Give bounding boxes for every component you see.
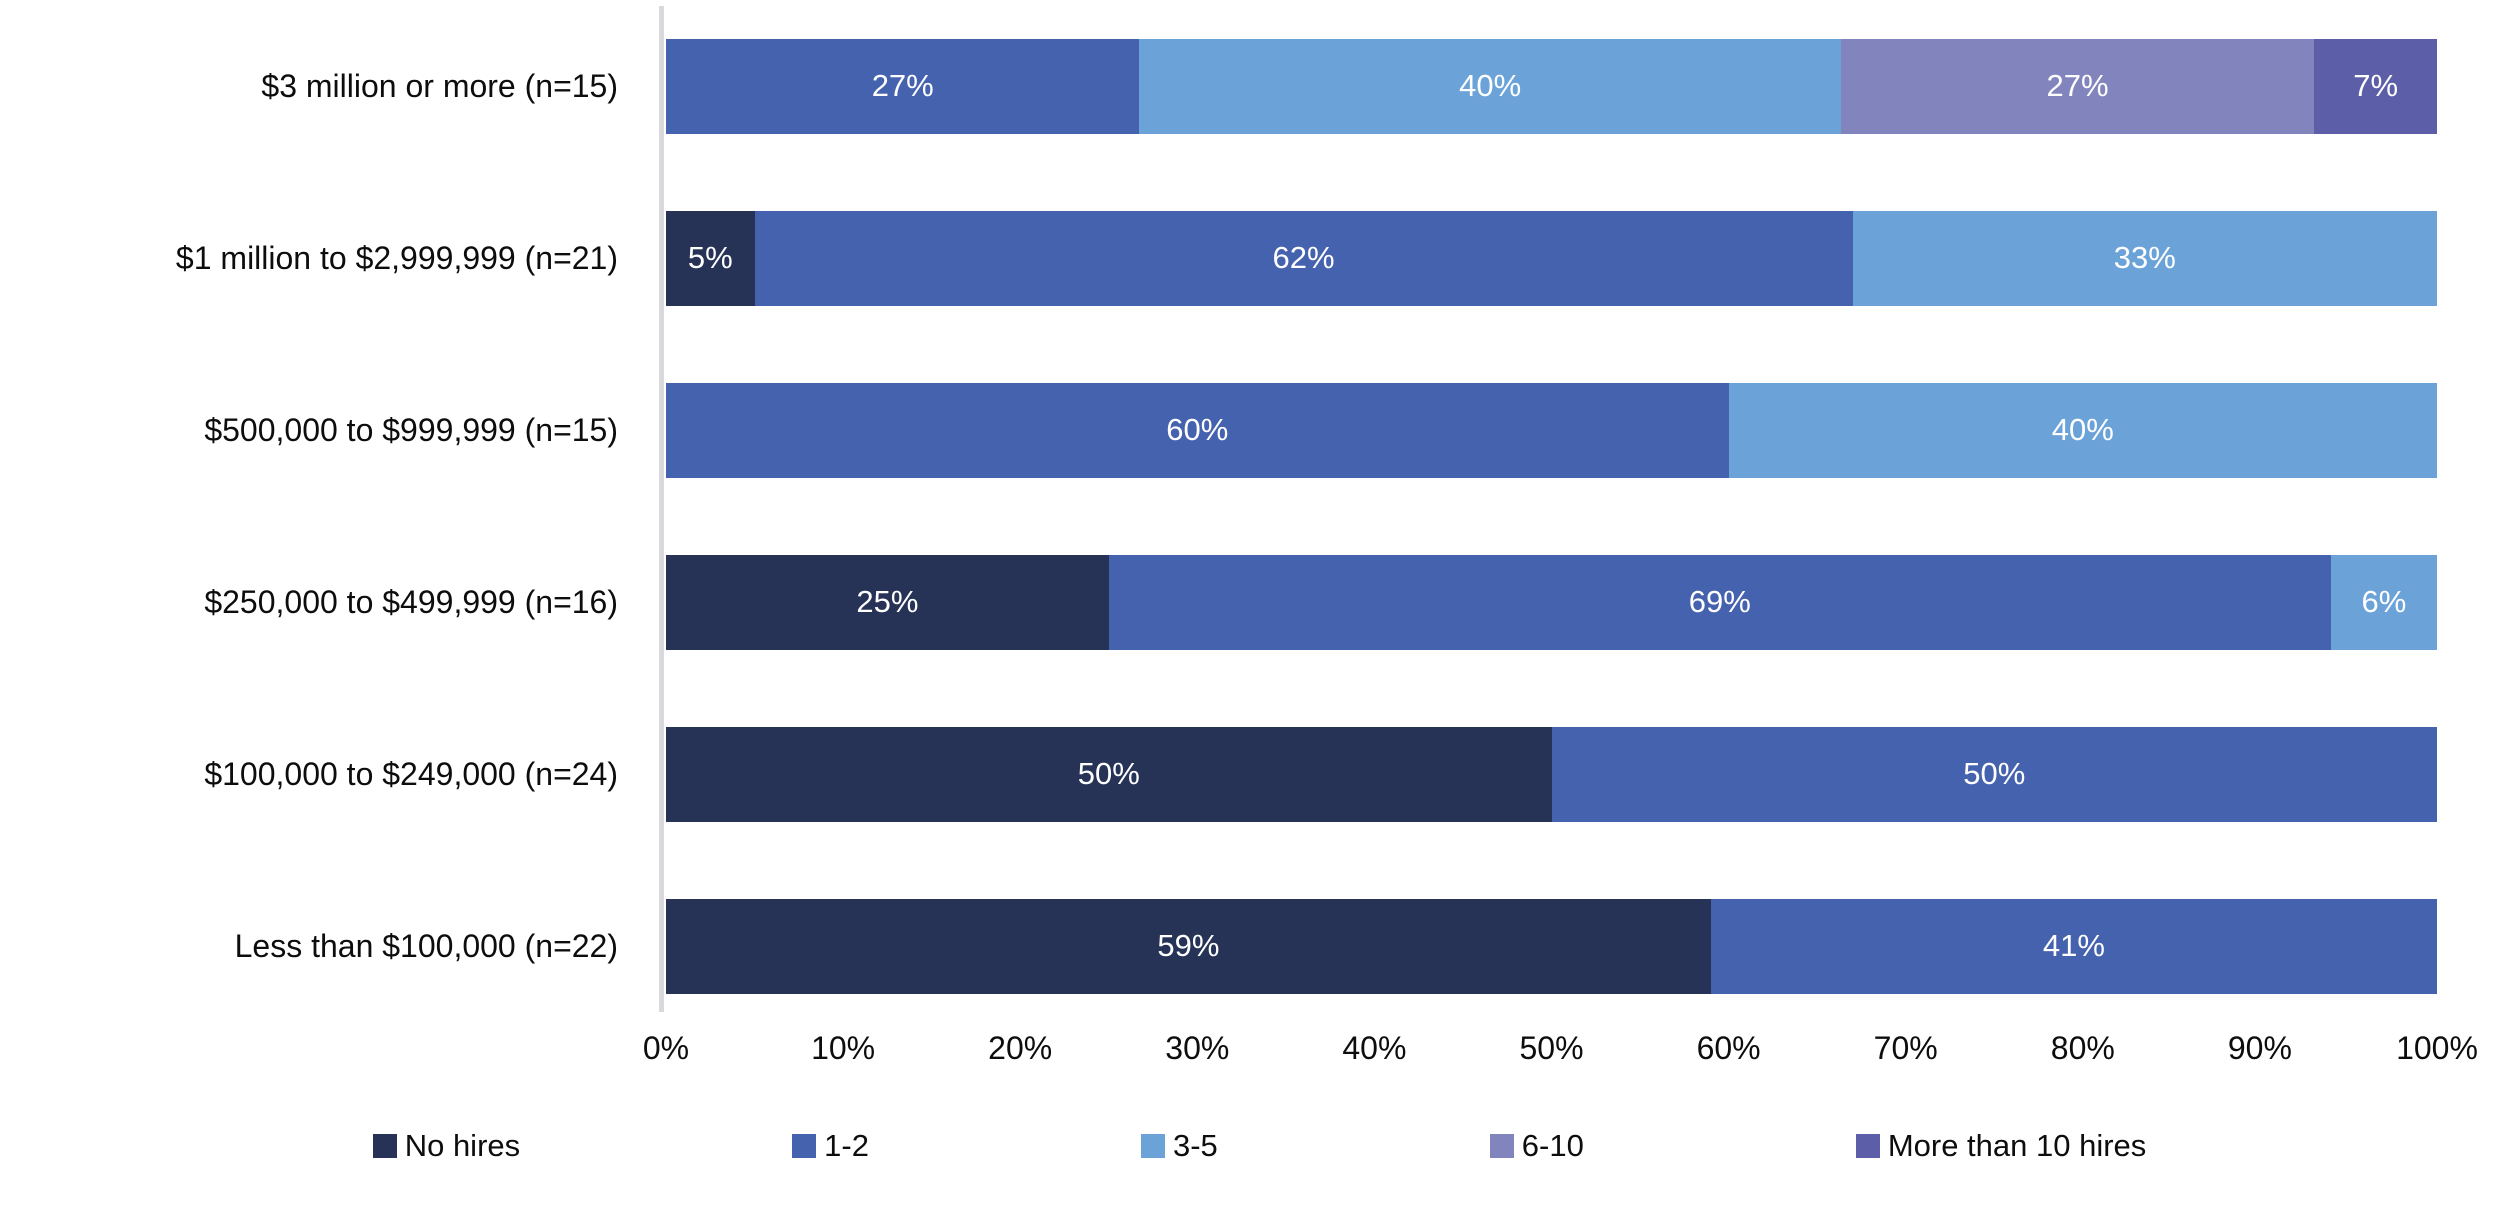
- segment-value-label: 50%: [1963, 756, 2026, 791]
- legend-swatch-icon: [372, 1134, 397, 1158]
- bar-segment-3-5: 40%: [1139, 38, 1841, 134]
- segment-value-label: 59%: [1157, 928, 1220, 963]
- category-label: Less than $100,000 (n=22): [234, 927, 618, 964]
- segment-value-label: 69%: [1688, 584, 1751, 619]
- x-axis-tick-label: 60%: [1696, 1030, 1761, 1066]
- legend-swatch-icon: [1140, 1134, 1165, 1158]
- bar-track: 50% 50%: [666, 726, 2437, 822]
- bar-segment-no-hires: 5%: [666, 210, 755, 306]
- bar-row: $500,000 to $999,999 (n=15) 60% 40%: [0, 344, 2519, 516]
- x-axis-tick-label: 30%: [1165, 1030, 1230, 1066]
- bar-segment-1-2: 50%: [1551, 726, 2437, 822]
- x-axis-tick-label: 100%: [2396, 1030, 2478, 1066]
- legend-label: No hires: [404, 1128, 521, 1163]
- x-axis-tick-label: 50%: [1519, 1030, 1584, 1066]
- legend-swatch-icon: [1855, 1134, 1880, 1158]
- segment-value-label: 7%: [2353, 68, 2399, 103]
- category-label: $500,000 to $999,999 (n=15): [204, 411, 618, 448]
- x-axis-tick-label: 90%: [2227, 1030, 2292, 1066]
- legend-label: 6-10: [1521, 1128, 1584, 1163]
- bar-segment-no-hires: 59%: [666, 898, 1711, 994]
- segment-value-label: 27%: [871, 68, 934, 103]
- segment-value-label: 5%: [687, 240, 733, 275]
- bar-row: Less than $100,000 (n=22) 59% 41%: [0, 860, 2519, 1032]
- segment-value-label: 62%: [1272, 240, 1335, 275]
- bar-row: $250,000 to $499,999 (n=16) 25% 69% 6%: [0, 516, 2519, 688]
- bar-track: 59% 41%: [666, 898, 2437, 994]
- bar-row: $3 million or more (n=15) 27% 40% 27% 7%: [0, 0, 2519, 172]
- segment-value-label: 25%: [856, 584, 919, 619]
- x-axis-tick-label: 80%: [2050, 1030, 2115, 1066]
- bar-row: $1 million to $2,999,999 (n=21) 5% 62% 33%: [0, 172, 2519, 344]
- legend-label: More than 10 hires: [1887, 1128, 2147, 1163]
- bar-segment-3-5: 40%: [1728, 382, 2437, 478]
- bar-segment-no-hires: 25%: [666, 554, 1109, 650]
- bar-segment-3-5: 6%: [2330, 554, 2437, 650]
- chart-legend: No hires 1-2 3-5 6-10 More than 10 hires: [0, 1128, 2519, 1164]
- x-axis: 0% 10% 20% 30% 40% 50% 60% 70% 80% 90% 100%: [643, 1030, 2478, 1076]
- bar-row: $100,000 to $249,000 (n=24) 50% 50%: [0, 688, 2519, 860]
- bar-segment-6-10: 27%: [1840, 38, 2315, 134]
- category-label: $100,000 to $249,000 (n=24): [204, 755, 618, 792]
- legend-item-6-10: 6-10: [1489, 1128, 1584, 1164]
- bar-segment-1-2: 62%: [754, 210, 1853, 306]
- segment-value-label: 33%: [2113, 240, 2176, 275]
- legend-label: 1-2: [824, 1128, 869, 1163]
- bar-segment-more-than-10-hires: 7%: [2314, 38, 2438, 134]
- legend-item-more-than-10-hires: More than 10 hires: [1855, 1128, 2147, 1164]
- segment-value-label: 41%: [2042, 928, 2105, 963]
- legend-label: 3-5: [1172, 1128, 1218, 1163]
- segment-value-label: 27%: [2046, 68, 2109, 103]
- bar-track: 5% 62% 33%: [666, 210, 2437, 306]
- x-axis-tick-label: 0%: [642, 1030, 690, 1066]
- x-axis-tick-label: 10%: [811, 1030, 876, 1066]
- legend-swatch-icon: [792, 1134, 817, 1158]
- legend-swatch-icon: [1489, 1134, 1514, 1158]
- segment-value-label: 60%: [1166, 412, 1229, 447]
- legend-item-1-2: 1-2: [792, 1128, 869, 1164]
- segment-value-label: 40%: [1459, 68, 1522, 103]
- x-axis-tick-label: 20%: [988, 1030, 1053, 1066]
- bar-segment-1-2: 60%: [666, 382, 1729, 478]
- segment-value-label: 6%: [2361, 584, 2407, 619]
- bar-track: 25% 69% 6%: [666, 554, 2437, 650]
- category-label: $3 million or more (n=15): [261, 67, 618, 104]
- legend-item-no-hires: No hires: [372, 1128, 521, 1164]
- segment-value-label: 40%: [2051, 412, 2114, 447]
- bar-rows: $3 million or more (n=15) 27% 40% 27% 7% $1 m…: [0, 0, 2519, 1032]
- bar-track: 60% 40%: [666, 382, 2437, 478]
- x-axis-tick-label: 70%: [1873, 1030, 1938, 1066]
- bar-segment-1-2: 27%: [666, 38, 1140, 134]
- bar-segment-1-2: 41%: [1710, 898, 2437, 994]
- bar-track: 27% 40% 27% 7%: [666, 38, 2438, 134]
- bar-segment-no-hires: 50%: [666, 726, 1552, 822]
- category-label: $1 million to $2,999,999 (n=21): [175, 239, 618, 276]
- bar-segment-1-2: 69%: [1108, 554, 2331, 650]
- bar-segment-3-5: 33%: [1852, 210, 2437, 306]
- segment-value-label: 50%: [1077, 756, 1140, 791]
- y-axis-line: [659, 6, 664, 1012]
- category-label: $250,000 to $499,999 (n=16): [204, 583, 618, 620]
- legend-item-3-5: 3-5: [1140, 1128, 1218, 1164]
- x-axis-tick-label: 40%: [1342, 1030, 1407, 1066]
